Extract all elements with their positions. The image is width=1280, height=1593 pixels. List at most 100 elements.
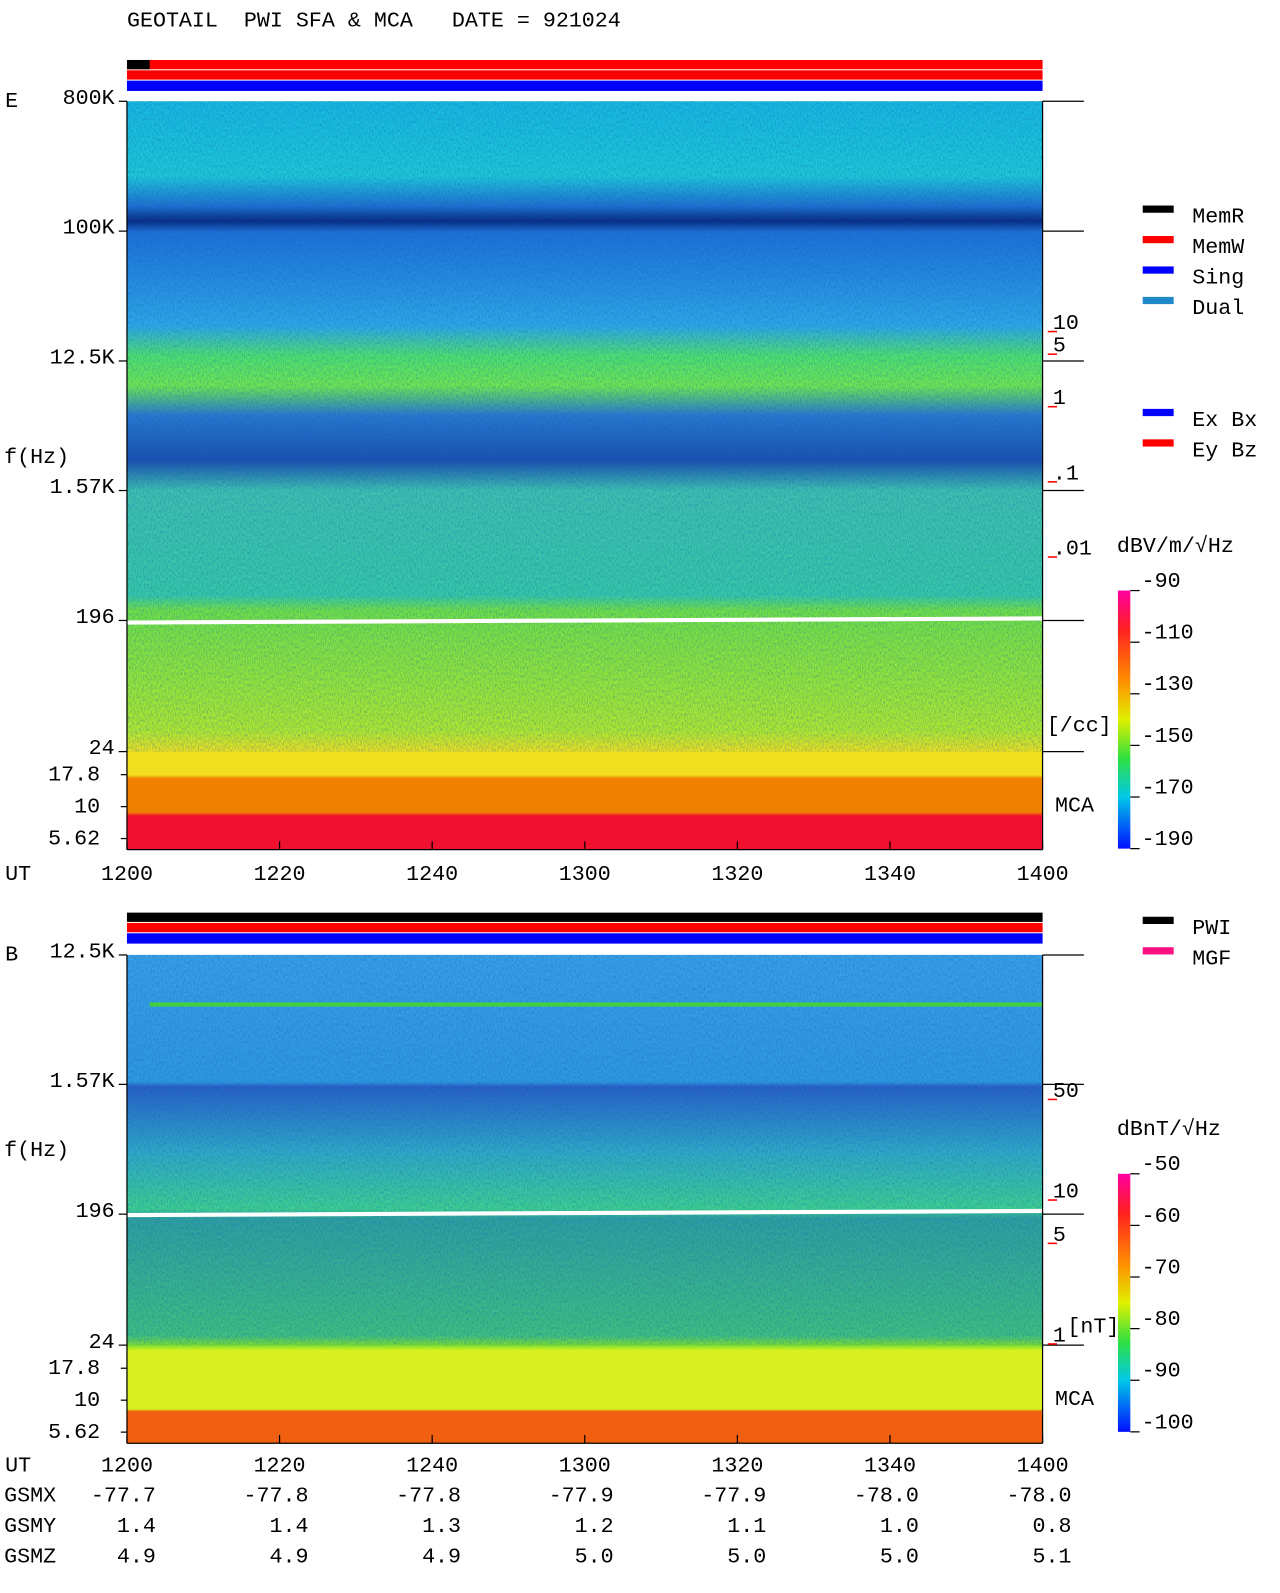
colorbar-tick-label: -70: [1142, 1255, 1181, 1280]
mca-tick-label: 10: [74, 1388, 100, 1413]
colorbar-label: dBV/m/√Hz: [1117, 534, 1234, 559]
x-tick-label: 1340: [864, 862, 916, 887]
x-tick-label: 1320: [711, 862, 763, 887]
status-bar: [126, 59, 1043, 70]
x-tick-label: 1220: [254, 862, 306, 887]
orbit-label: GSMY: [4, 1514, 56, 1539]
orbit-value: 0.8: [1032, 1514, 1071, 1539]
y2-tick-label: .1: [1053, 461, 1079, 486]
x-tick-label: 1200: [101, 862, 153, 887]
y-tick-label: 1.57K: [50, 1069, 115, 1094]
orbit-value: 1.2: [575, 1514, 614, 1539]
y-tick-label: 12.5K: [50, 346, 115, 371]
colorbar-tick-label: -90: [1142, 569, 1181, 594]
spin-line: [126, 1208, 1043, 1218]
mca-label: MCA: [1055, 794, 1094, 819]
orbit-value: -77.9: [549, 1484, 614, 1509]
legend-swatch: [1142, 266, 1174, 274]
x-tick-label: 1200: [101, 1454, 153, 1479]
spectrogram-texture: [126, 954, 1043, 1346]
component-label: B: [5, 943, 18, 968]
y-tick-label: 1.57K: [50, 475, 115, 500]
y-tick-label: 24: [89, 1330, 115, 1355]
component-label: E: [5, 89, 18, 114]
x-tick-label: 1240: [406, 1454, 458, 1479]
orbit-value: -77.8: [243, 1484, 308, 1509]
y2-axis-label: [nT]: [1067, 1314, 1119, 1339]
spin-line: [126, 616, 1043, 625]
status-bar: [126, 80, 1043, 91]
colorbar-tick-label: -100: [1142, 1410, 1194, 1435]
orbit-value: 1.0: [880, 1514, 919, 1539]
y-tick-label: 196: [76, 605, 115, 630]
status-bar: [126, 922, 1043, 933]
legend-swatch: [1142, 947, 1174, 955]
colorbar-tick-label: -110: [1142, 621, 1194, 646]
x-axis-label: UT: [5, 862, 31, 887]
colorbar: [1117, 1173, 1131, 1432]
x-tick-label: 1240: [406, 862, 458, 887]
colorbar-tick-label: -150: [1142, 724, 1194, 749]
x-tick-label: 1340: [864, 1454, 916, 1479]
y-axis-label: f(Hz): [4, 1138, 69, 1163]
y2-axis-label: [/cc]: [1047, 714, 1112, 739]
colorbar-tick-label: -80: [1142, 1307, 1181, 1332]
legend-label: Ey Bz: [1192, 438, 1257, 463]
legend-swatch: [1142, 296, 1174, 305]
orbit-value: 1.1: [727, 1514, 766, 1539]
legend-swatch: [1142, 408, 1174, 417]
legend-swatch: [1142, 439, 1174, 447]
y-tick-label: 196: [76, 1199, 115, 1224]
colorbar-tick-label: -90: [1142, 1359, 1181, 1384]
status-bar: [126, 912, 1043, 922]
mca-tick-label: 5.62: [48, 826, 100, 851]
orbit-value: -77.8: [396, 1484, 461, 1509]
y-tick-label: 100K: [63, 216, 115, 241]
colorbar-tick-label: -130: [1142, 672, 1194, 697]
mca-tick-label: 5.62: [48, 1420, 100, 1445]
y2-tick-label: 1: [1053, 1323, 1066, 1348]
x-tick-label: 1400: [1017, 862, 1069, 887]
orbit-label: GSMZ: [4, 1544, 56, 1569]
x-tick-label: 1220: [254, 1454, 306, 1479]
y-axis-label: f(Hz): [4, 445, 69, 470]
x-tick-label: 1300: [559, 1454, 611, 1479]
y2-tick-label: 1: [1053, 386, 1066, 411]
x-axis-label: UT: [5, 1454, 31, 1479]
status-bar: [126, 933, 1043, 944]
legend-label: Sing: [1192, 266, 1244, 291]
orbit-value: 1.4: [117, 1514, 156, 1539]
legend-label: MGF: [1192, 946, 1231, 971]
mca-tick-label: 17.8: [48, 1356, 100, 1381]
y2-tick-label: 5: [1053, 1223, 1066, 1248]
orbit-value: 5.0: [575, 1544, 614, 1569]
colorbar-tick-label: -190: [1142, 827, 1194, 852]
mca-label: MCA: [1055, 1387, 1094, 1412]
y2-tick-label: .01: [1053, 536, 1092, 561]
y2-tick-label: 50: [1053, 1079, 1079, 1104]
orbit-value: 1.4: [269, 1514, 308, 1539]
orbit-value: -77.9: [701, 1484, 766, 1509]
mca-tick-label: 10: [74, 794, 100, 819]
orbit-label: GSMX: [4, 1484, 56, 1509]
orbit-value: 4.9: [269, 1544, 308, 1569]
legend-label: Dual: [1192, 296, 1244, 321]
chart-title: GEOTAIL PWI SFA & MCA DATE = 921024: [127, 8, 621, 33]
orbit-value: -78.0: [854, 1484, 919, 1509]
legend-label: MemW: [1192, 235, 1244, 260]
legend-swatch: [1142, 205, 1174, 213]
y2-tick-label: 5: [1053, 334, 1066, 359]
colorbar-tick-label: -170: [1142, 775, 1194, 800]
legend-swatch: [1142, 916, 1174, 924]
y-tick-label: 24: [89, 736, 115, 761]
status-bar: [126, 59, 150, 70]
orbit-value: 5.0: [727, 1544, 766, 1569]
y2-tick-label: 10: [1053, 311, 1079, 336]
colorbar-tick-label: -60: [1142, 1204, 1181, 1229]
status-bar: [126, 70, 1043, 80]
orbit-value: 1.3: [422, 1514, 461, 1539]
colorbar: [1117, 590, 1131, 849]
x-tick-label: 1400: [1017, 1454, 1069, 1479]
